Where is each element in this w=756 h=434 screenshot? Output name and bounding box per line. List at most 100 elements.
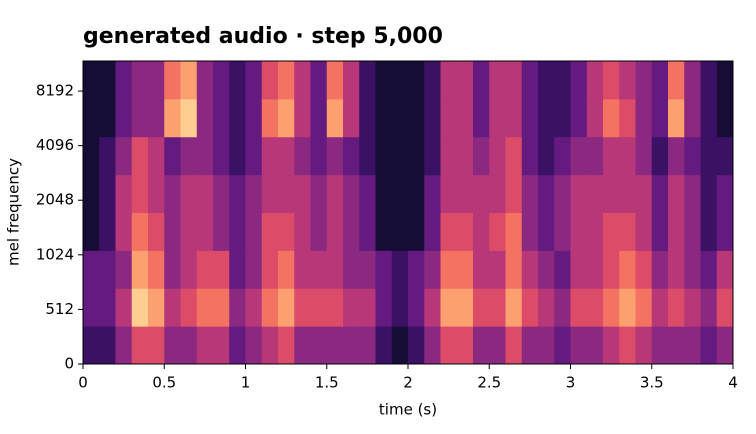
heatmap-cell: [424, 212, 441, 251]
heatmap-cell: [375, 174, 393, 213]
heatmap-cell: [310, 326, 328, 365]
heatmap-cell: [668, 174, 685, 213]
chart-title: generated audio · step 5,000: [83, 24, 443, 49]
heatmap-cell: [684, 288, 701, 327]
heatmap-cell: [131, 288, 149, 327]
x-tick-label: 3.5: [640, 374, 664, 392]
heatmap-cell: [196, 288, 214, 327]
heatmap-cell: [440, 288, 458, 327]
heatmap-cell: [554, 250, 571, 289]
heatmap-cell: [473, 288, 490, 327]
heatmap-cell: [213, 250, 230, 289]
heatmap-cell: [700, 212, 718, 251]
heatmap-cell: [83, 212, 100, 251]
heatmap-cell: [164, 250, 181, 289]
heatmap-cell: [294, 326, 311, 365]
heatmap-cell: [456, 98, 474, 138]
heatmap-cell: [213, 174, 230, 213]
y-tick-label: 512: [45, 300, 74, 318]
heatmap-cell: [83, 61, 100, 100]
x-tick-label: 2.5: [477, 374, 501, 392]
heatmap-cell: [489, 250, 506, 289]
heatmap-cell: [99, 61, 116, 100]
heatmap-cell: [538, 326, 555, 365]
heatmap-cell: [278, 250, 295, 289]
heatmap-cell: [278, 288, 295, 327]
heatmap-cell: [343, 98, 360, 138]
y-axis-label: mel frequency: [5, 158, 23, 266]
heatmap-cell: [408, 136, 425, 176]
heatmap-cell: [164, 326, 181, 365]
heatmap-cell: [310, 174, 328, 213]
heatmap-cell: [164, 136, 181, 176]
heatmap-cell: [456, 288, 474, 327]
heatmap-cell: [700, 136, 718, 176]
heatmap-cell: [505, 288, 523, 327]
heatmap-cell: [164, 212, 181, 251]
heatmap-cell: [261, 250, 279, 289]
heatmap-cell: [538, 212, 555, 251]
heatmap-cell: [603, 98, 620, 138]
heatmap-cell: [619, 326, 636, 365]
heatmap-cell: [408, 61, 425, 100]
heatmap-cell: [148, 136, 165, 176]
heatmap-cell: [505, 174, 523, 213]
heatmap-cell: [115, 61, 133, 100]
heatmap-cell: [115, 174, 133, 213]
x-tick-label: 3: [566, 374, 576, 392]
heatmap-cell: [164, 174, 181, 213]
heatmap-cell: [278, 174, 295, 213]
heatmap-cell: [684, 174, 701, 213]
heatmap-cell: [619, 61, 636, 100]
heatmap-cell: [245, 250, 263, 289]
x-tick-label: 2: [403, 374, 413, 392]
heatmap-cell: [586, 174, 604, 213]
heatmap-cell: [538, 174, 555, 213]
heatmap-cell: [196, 250, 214, 289]
heatmap-cell: [326, 61, 344, 100]
heatmap-cell: [700, 288, 718, 327]
heatmap-cell: [326, 136, 344, 176]
heatmap-cell: [603, 136, 620, 176]
heatmap-cell: [131, 250, 149, 289]
heatmap-cell: [148, 98, 165, 138]
heatmap-cell: [456, 61, 474, 100]
heatmap-cell: [554, 288, 571, 327]
heatmap-cell: [424, 98, 441, 138]
heatmap-cell: [554, 212, 571, 251]
heatmap-cell: [635, 98, 653, 138]
heatmap-cell: [489, 212, 506, 251]
heatmap-cell: [651, 212, 669, 251]
heatmap-cell: [521, 61, 539, 100]
heatmap-cell: [278, 212, 295, 251]
heatmap-cell: [505, 136, 523, 176]
heatmap-cell: [684, 250, 701, 289]
heatmap-cell: [424, 61, 441, 100]
heatmap-cell: [521, 326, 539, 365]
heatmap-cell: [619, 136, 636, 176]
y-tick-label: 4096: [36, 136, 74, 154]
heatmap-cell: [473, 326, 490, 365]
heatmap-cell: [148, 288, 165, 327]
heatmap-cell: [131, 326, 149, 365]
heatmap-cell: [115, 212, 133, 251]
heatmap-cell: [473, 250, 490, 289]
heatmap-cell: [554, 98, 571, 138]
heatmap-cell: [521, 250, 539, 289]
heatmap-cell: [554, 174, 571, 213]
heatmap-cell: [180, 61, 198, 100]
heatmap-cell: [359, 288, 376, 327]
heatmap-cell: [359, 326, 376, 365]
heatmap-cell: [651, 288, 669, 327]
heatmap-cell: [391, 288, 409, 327]
heatmap: [83, 61, 734, 365]
y-tick-label: 1024: [36, 245, 74, 263]
heatmap-cell: [489, 61, 506, 100]
heatmap-cell: [489, 174, 506, 213]
heatmap-cell: [83, 288, 100, 327]
heatmap-cell: [245, 174, 263, 213]
heatmap-cell: [148, 61, 165, 100]
heatmap-cell: [391, 174, 409, 213]
heatmap-cell: [440, 98, 458, 138]
heatmap-cell: [521, 136, 539, 176]
